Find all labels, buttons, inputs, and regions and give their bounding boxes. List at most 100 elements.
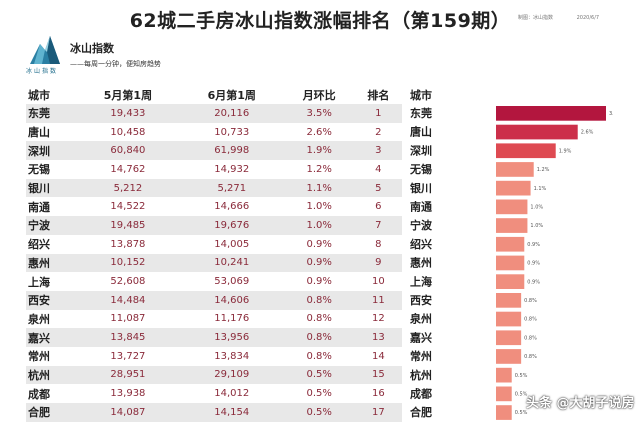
cell-june-week1: 13,834	[214, 350, 250, 362]
chart-category-label: 南通	[410, 200, 432, 214]
chart-bar	[496, 405, 512, 420]
cell-june-week1: 5,271	[179, 178, 284, 198]
cell-may-week1: 60,840	[76, 141, 180, 161]
cell-rank: 15	[354, 365, 402, 385]
cell-june-week1: 61,998	[179, 141, 284, 161]
cell-june-week1: 20,116	[179, 104, 284, 123]
cell-mom: 3.5%	[283, 104, 355, 123]
cell-june-week1: 11,176	[214, 313, 250, 325]
cell-may-week1: 14,484	[76, 290, 180, 310]
header-mom: 月环比	[302, 89, 336, 102]
cell-may-week1: 52,608	[110, 276, 146, 288]
chart-category-label: 成都	[410, 387, 432, 401]
cell-mom: 0.9%	[306, 276, 332, 288]
brand-slogan: ——每周一分钟，便知房趋势	[70, 60, 161, 68]
cell-mom: 2.6%	[306, 126, 332, 138]
cell-may-week1: 14,087	[76, 403, 180, 422]
chart-value-label: 1.9%	[559, 148, 572, 154]
chart-bar	[496, 386, 512, 402]
cell-city: 绍兴	[28, 238, 50, 252]
cell-city: 深圳	[26, 141, 76, 161]
cell-june-week1: 14,005	[214, 238, 250, 250]
cell-city: 宁波	[26, 216, 76, 235]
chart-value-label: 2.6%	[581, 130, 594, 136]
table-row: 宁波 19,485 19,676 1.0% 7	[26, 216, 402, 235]
cell-may-week1: 13,938	[110, 388, 146, 400]
cell-city: 上海	[28, 275, 50, 289]
cell-may-week1: 13,727	[110, 350, 146, 362]
cell-mom: 0.9%	[283, 253, 355, 273]
cell-city: 唐山	[28, 126, 50, 140]
meta-left: 制图：冰山指数	[518, 15, 554, 21]
table-row: 唐山 10,458 10,733 2.6% 2	[26, 123, 402, 142]
chart-value-label: 1.1%	[534, 186, 547, 192]
cell-city: 惠州	[26, 253, 76, 273]
chart-bar	[496, 218, 528, 233]
chart-value-label: 0.9%	[527, 261, 540, 267]
chart-category-label: 东莞	[410, 106, 432, 120]
cell-mom: 1.0%	[283, 216, 355, 235]
cell-rank: 17	[354, 403, 402, 422]
cell-rank: 12	[371, 313, 385, 325]
chart-value-label: 1.2%	[537, 167, 550, 173]
chart-value-label: 0.8%	[524, 298, 537, 304]
chart-bar	[496, 199, 528, 215]
chart-category-label: 银川	[410, 181, 432, 195]
cell-june-week1: 29,109	[179, 365, 284, 385]
meta-right: 2020/6/7	[576, 15, 600, 21]
chart-category-label: 深圳	[410, 143, 432, 157]
cell-rank: 11	[354, 290, 402, 310]
cell-city: 银川	[26, 178, 76, 198]
cell-mom: 0.8%	[306, 350, 332, 362]
cell-mom: 0.8%	[306, 313, 332, 325]
chart-bar	[496, 274, 525, 289]
header-may-week1: 5月第1周	[103, 89, 153, 102]
ranking-table: 城市 5月第1周 6月第1周 月环比 排名 东莞 19,433 20,116 3.5%…	[26, 86, 402, 422]
cell-rank: 14	[371, 350, 385, 362]
table-row: 泉州 11,087 11,176 0.8% 12	[26, 310, 402, 329]
chart-category-label: 西安	[410, 293, 432, 307]
chart-category-label: 上海	[410, 274, 432, 288]
cell-may-week1: 28,951	[76, 365, 180, 385]
chart-bar	[496, 293, 522, 308]
cell-rank: 1	[354, 104, 402, 123]
chart-category-label: 常州	[410, 349, 432, 363]
cell-city: 东莞	[26, 104, 76, 123]
cell-june-week1: 10,241	[179, 253, 284, 273]
table-row: 绍兴 13,878 14,005 0.9% 8	[26, 235, 402, 254]
meta-info: 制图：冰山指数 2020/6/7	[518, 14, 621, 21]
cell-may-week1: 11,087	[110, 313, 146, 325]
table-row: 南通 14,522 14,666 1.0% 6	[26, 197, 402, 216]
cell-mom: 1.9%	[283, 141, 355, 161]
table-row: 深圳 60,840 61,998 1.9% 3	[26, 141, 402, 161]
table-row: 成都 13,938 14,012 0.5% 16	[26, 384, 402, 403]
cell-rank: 4	[375, 163, 382, 175]
chart-bar	[496, 180, 531, 196]
cell-june-week1: 14,932	[214, 163, 250, 175]
cell-rank: 3	[354, 141, 402, 161]
cell-rank: 5	[354, 178, 402, 198]
cell-may-week1: 14,762	[110, 163, 146, 175]
cell-mom: 0.5%	[283, 365, 355, 385]
chart-category-label: 泉州	[409, 312, 432, 326]
cell-mom: 0.8%	[283, 290, 355, 310]
table-row: 常州 13,727 13,834 0.8% 14	[26, 347, 402, 366]
cell-city: 无锡	[28, 163, 50, 177]
cell-may-week1: 14,522	[110, 201, 146, 213]
table-row: 合肥 14,087 14,154 0.5% 17	[26, 403, 402, 422]
chart-value-label: 0.9%	[527, 242, 540, 248]
chart-value-label: 0.8%	[524, 354, 537, 360]
cell-rank: 8	[375, 238, 382, 250]
chart-value-label: 1.0%	[530, 205, 543, 211]
header-rank: 排名	[367, 89, 390, 102]
watermark: 头条 @大胡子说房	[526, 396, 635, 411]
chart-bar	[496, 349, 522, 364]
cell-june-week1: 13,956	[179, 328, 284, 347]
cell-city: 合肥	[26, 403, 76, 422]
cell-mom: 0.5%	[306, 388, 332, 400]
cell-rank: 7	[354, 216, 402, 235]
cell-rank: 2	[375, 126, 382, 138]
chart-category-label: 无锡	[409, 162, 432, 176]
cell-mom: 1.2%	[306, 163, 332, 175]
chart-value-label: 1.0%	[530, 223, 543, 229]
